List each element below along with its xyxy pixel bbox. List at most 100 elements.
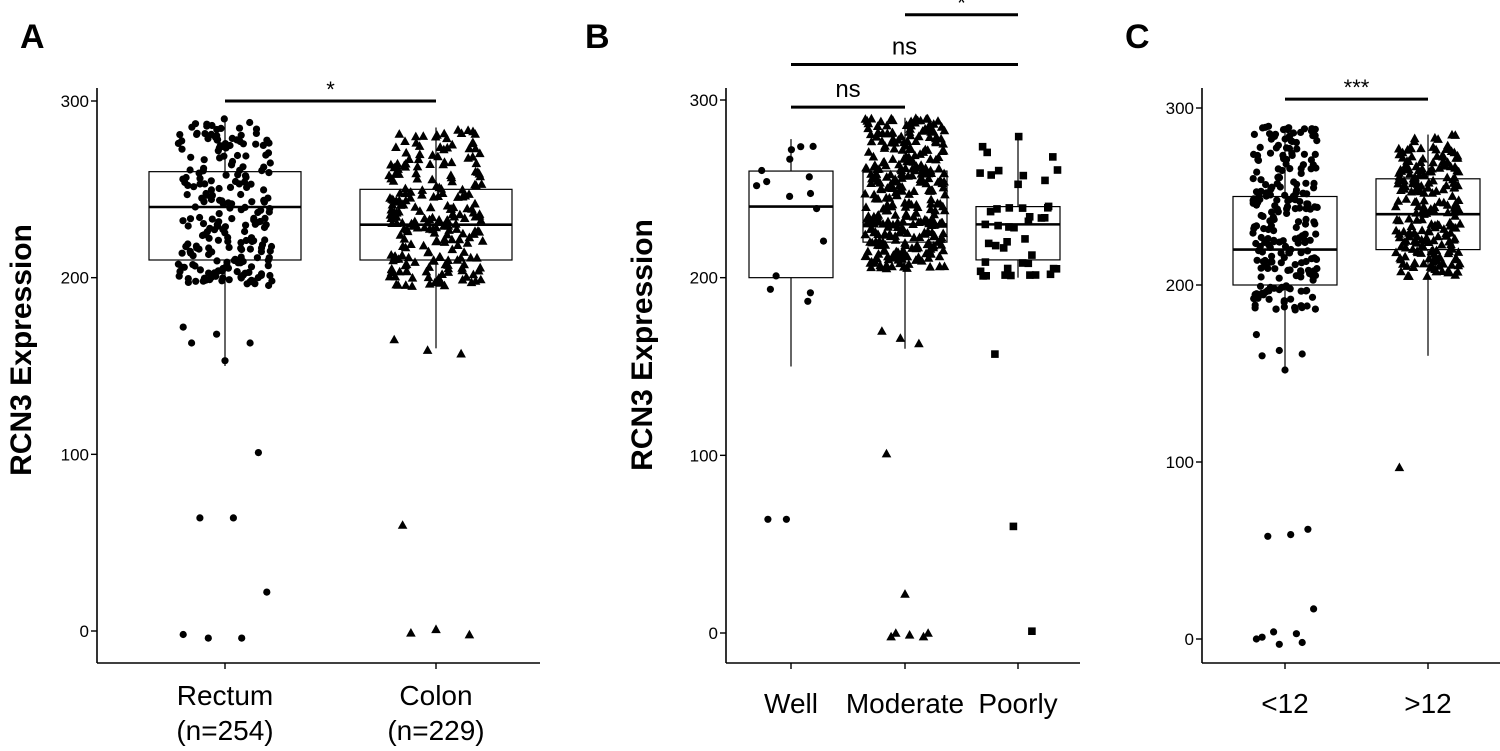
data-point-circle	[1281, 135, 1289, 143]
data-point-triangle	[394, 169, 404, 178]
data-point-circle	[200, 156, 208, 164]
data-point-triangle	[1391, 201, 1401, 211]
data-point-circle	[186, 166, 194, 174]
data-point-circle	[184, 222, 192, 230]
data-point-triangle	[386, 264, 397, 274]
data-point-triangle	[404, 154, 414, 163]
data-point-triangle	[410, 257, 420, 266]
data-point-circle	[218, 267, 226, 275]
data-point-triangle	[446, 157, 457, 167]
data-point-triangle	[889, 143, 900, 153]
data-point-square	[991, 350, 999, 358]
data-point-circle	[1284, 197, 1292, 205]
data-point-triangle	[1412, 247, 1423, 257]
data-point-triangle	[924, 132, 935, 141]
data-point-triangle	[400, 183, 411, 193]
data-point-triangle	[920, 163, 931, 172]
data-point-circle	[1283, 209, 1291, 217]
data-point-square	[1024, 217, 1033, 226]
y-tick-label: 100	[1166, 453, 1194, 472]
data-point-triangle	[406, 628, 416, 637]
data-point-triangle	[1400, 164, 1410, 174]
data-point-circle	[207, 177, 215, 185]
data-point-triangle	[425, 202, 436, 212]
data-point-circle	[266, 271, 274, 280]
data-point-circle	[1249, 175, 1257, 183]
data-point-circle	[1280, 254, 1288, 262]
data-point-triangle	[391, 142, 401, 151]
data-point-triangle	[413, 154, 424, 164]
data-point-triangle	[1397, 152, 1408, 162]
data-point-circle	[1260, 225, 1268, 233]
data-point-triangle	[878, 157, 888, 167]
category-label: <12	[1261, 688, 1309, 719]
data-point-circle	[1250, 130, 1258, 138]
data-point-triangle	[442, 215, 453, 224]
data-point-circle	[1265, 295, 1273, 303]
data-point-triangle	[1419, 195, 1429, 205]
data-point-circle	[176, 131, 184, 139]
data-point-triangle	[477, 236, 488, 245]
data-point-triangle	[927, 185, 937, 194]
data-point-circle	[213, 257, 221, 265]
data-point-triangle	[1443, 144, 1453, 153]
category-2: Poorly	[975, 132, 1062, 719]
data-point-square	[976, 267, 985, 276]
data-point-circle	[203, 228, 211, 236]
data-point-triangle	[897, 222, 907, 232]
panel-a: A RCN3 Expression 0 100 200 300 Rectum (n=254) C…	[5, 18, 540, 746]
data-point-square	[1005, 204, 1014, 212]
data-point-circle	[1275, 640, 1283, 648]
data-point-triangle	[1447, 244, 1457, 253]
y-tick-label: 0	[1185, 630, 1194, 649]
data-point-triangle	[860, 188, 870, 198]
data-point-circle	[1294, 218, 1303, 226]
data-point-triangle	[1404, 213, 1414, 223]
data-point-triangle	[1455, 218, 1465, 228]
data-point-circle	[1298, 350, 1306, 358]
data-point-circle	[1312, 230, 1320, 238]
data-point-triangle	[863, 211, 874, 220]
data-point-circle	[221, 357, 229, 365]
data-point-triangle	[883, 222, 893, 231]
data-point-triangle	[925, 248, 936, 258]
data-point-triangle	[935, 175, 945, 184]
data-point-triangle	[923, 628, 933, 637]
data-point-triangle	[904, 189, 914, 198]
category-sublabel: (n=254)	[176, 715, 273, 746]
data-point-triangle	[384, 271, 395, 281]
data-point-triangle	[462, 203, 472, 213]
data-point-circle	[1278, 166, 1286, 175]
data-point-triangle	[902, 228, 913, 237]
data-point-circle	[1274, 208, 1282, 216]
box	[975, 206, 1061, 261]
data-point-circle	[1250, 150, 1258, 158]
data-point-triangle	[938, 228, 948, 238]
data-point-triangle	[424, 262, 434, 271]
data-point-triangle	[1450, 233, 1460, 243]
data-point-triangle	[454, 234, 465, 244]
data-point-circle	[247, 263, 256, 271]
data-point-triangle	[431, 624, 441, 634]
data-point-square	[1025, 213, 1034, 221]
y-tick-label: 300	[1166, 99, 1194, 118]
data-point-circle	[263, 136, 271, 144]
data-point-square	[986, 207, 995, 216]
data-point-triangle	[930, 136, 941, 146]
significance-label: ns	[892, 33, 917, 60]
data-point-triangle	[412, 222, 423, 232]
data-point-circle	[1297, 128, 1305, 136]
panel-label: C	[1125, 18, 1150, 56]
data-point-circle	[764, 515, 772, 523]
data-point-triangle	[1407, 151, 1417, 161]
category-sublabel: (n=229)	[387, 715, 484, 746]
data-point-square	[1037, 214, 1046, 222]
data-point-triangle	[1424, 178, 1434, 187]
data-point-circle	[179, 217, 187, 225]
data-point-square	[1031, 271, 1040, 279]
data-point-circle	[1292, 223, 1300, 231]
data-point-circle	[236, 137, 244, 146]
data-point-circle	[1251, 304, 1259, 312]
data-point-circle	[1256, 282, 1265, 290]
data-point-circle	[1252, 239, 1260, 248]
